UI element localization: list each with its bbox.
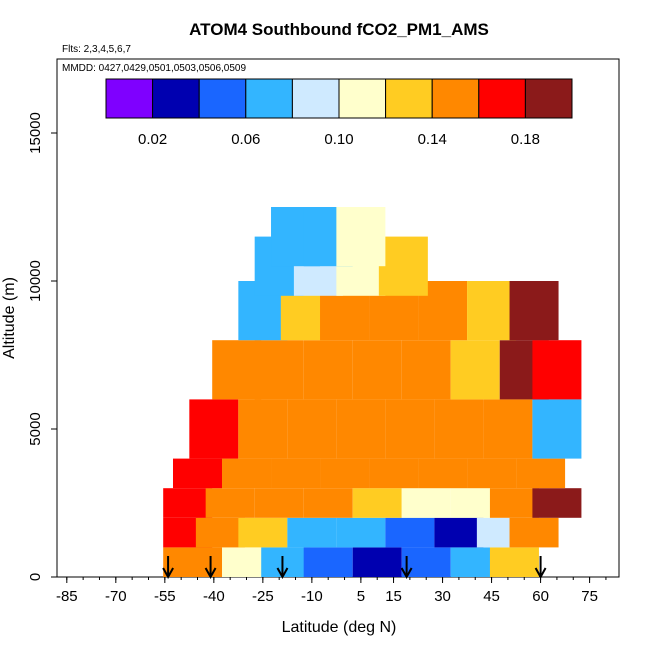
heatmap-cell-27 xyxy=(172,458,223,489)
colorbar-segment-1 xyxy=(152,78,200,119)
colorbar-segment-3 xyxy=(245,78,293,119)
x-tick-label-4: -25 xyxy=(252,588,274,605)
heatmap-cell-42 xyxy=(532,399,582,459)
arrow-head-2 xyxy=(276,567,289,580)
heatmap-cell-21 xyxy=(303,488,353,518)
heatmap-cell-41 xyxy=(483,399,533,459)
x-tick-label-8: 30 xyxy=(434,588,451,605)
heatmap-cell-25 xyxy=(489,488,539,518)
y-axis: 0 5000 10000 15000 xyxy=(27,112,57,581)
colorbar-segment-5 xyxy=(338,78,387,119)
heatmap-cell-29 xyxy=(271,458,321,489)
x-tick-label-0: -85 xyxy=(56,588,78,605)
heatmap-cell-38 xyxy=(336,399,386,459)
x-tick-label-3: -40 xyxy=(203,588,225,605)
heatmap-cell-4 xyxy=(303,547,353,577)
heatmap-cell-36 xyxy=(238,399,288,459)
heatmap-cell-30 xyxy=(320,458,370,489)
heatmap-cell-50 xyxy=(532,340,582,400)
colorbar-tick-label-4: 0.18 xyxy=(511,131,540,148)
heatmap-cell-17 xyxy=(509,517,559,548)
x-axis-label: Latitude (deg N) xyxy=(282,619,397,636)
heatmap-cell-26 xyxy=(532,488,582,518)
heatmap-cell-19 xyxy=(205,488,255,518)
heatmap-cell-64 xyxy=(336,207,386,267)
x-tick-label-10: 60 xyxy=(532,588,549,605)
y-tick-label-2: 10000 xyxy=(27,260,44,302)
heatmap-cell-5 xyxy=(352,547,402,577)
heatmap-cell-22 xyxy=(352,488,402,518)
heatmap-cell-57 xyxy=(509,281,559,341)
heatmap-cell-15 xyxy=(434,517,484,548)
heatmap-cell-12 xyxy=(287,517,337,548)
y-tick-label-3: 15000 xyxy=(27,112,44,154)
heatmap-cell-45 xyxy=(303,340,353,400)
heatmap-cell-10 xyxy=(195,517,245,548)
colorbar-tick-label-1: 0.06 xyxy=(231,131,260,148)
heatmap-cell-43 xyxy=(212,340,262,400)
heatmap-cell-8 xyxy=(489,547,539,577)
colorbar-tick-label-0: 0.02 xyxy=(138,131,167,148)
colorbar-segment-9 xyxy=(524,78,573,119)
colorbar-segment-4 xyxy=(291,78,340,119)
colorbar-tick-label-3: 0.14 xyxy=(418,131,447,148)
chart-annotation: MMDD: 0427,0429,0501,0503,0506,0509 xyxy=(62,63,246,74)
colorbar-tick-label-2: 0.10 xyxy=(324,131,353,148)
arrow-head-1 xyxy=(204,567,217,580)
x-tick-label-11: 75 xyxy=(581,588,598,605)
arrow-head-0 xyxy=(162,567,174,580)
heatmap-cell-31 xyxy=(369,458,419,489)
heatmap-cell-11 xyxy=(238,517,288,548)
heatmap-cell-40 xyxy=(434,399,484,459)
heatmap-cell-44 xyxy=(254,340,304,400)
heatmap-cell-37 xyxy=(287,399,337,459)
colorbar-ticks: 0.02 0.06 0.10 0.14 0.18 xyxy=(138,131,540,148)
heatmap-cell-34 xyxy=(516,458,566,489)
chart-title: ATOM4 Southbound fCO2_PM1_AMS xyxy=(189,20,489,39)
colorbar-segment-2 xyxy=(198,78,247,119)
heatmap-cell-33 xyxy=(467,458,517,489)
colorbar-segment-8 xyxy=(478,78,526,119)
y-tick-label-0: 0 xyxy=(27,573,44,581)
y-axis-label: Altitude (m) xyxy=(1,277,18,359)
x-tick-label-9: 45 xyxy=(483,588,500,605)
colorbar-segment-0 xyxy=(105,78,154,119)
sample-arrows xyxy=(162,556,547,580)
x-tick-label-6: 5 xyxy=(357,588,365,605)
x-tick-label-1: -70 xyxy=(105,588,127,605)
heatmap-cell-39 xyxy=(385,399,435,459)
heatmap-cell-13 xyxy=(336,517,386,548)
heatmap-cell-23 xyxy=(401,488,451,518)
heatmap-cell-28 xyxy=(222,458,272,489)
heatmap-cell-48 xyxy=(450,340,500,400)
colorbar-segment-7 xyxy=(431,78,480,119)
heatmap-cell-20 xyxy=(254,488,304,518)
heatmap-cell-35 xyxy=(189,399,239,459)
heatmap-cell-46 xyxy=(352,340,402,400)
arrow-head-3 xyxy=(400,567,413,580)
colorbar-segment-6 xyxy=(385,78,433,119)
chart-subtitle: Flts: 2,3,4,5,6,7 xyxy=(62,44,131,55)
x-tick-label-5: -10 xyxy=(301,588,323,605)
colorbar xyxy=(105,78,573,119)
heatmap-cell-47 xyxy=(401,340,451,400)
heatmap xyxy=(163,207,582,577)
y-tick-label-1: 5000 xyxy=(27,412,44,445)
heatmap-cell-56 xyxy=(467,281,517,341)
heatmap-cell-14 xyxy=(385,517,435,548)
x-tick-label-2: -55 xyxy=(154,588,176,605)
x-axis: -85 -70 -55 -40 -25 -10 5 15 30 45 60 75 xyxy=(56,577,607,605)
x-tick-label-7: 15 xyxy=(385,588,402,605)
heatmap-cell-18 xyxy=(163,488,213,518)
heatmap-cell-32 xyxy=(418,458,468,489)
heatmap-cell-61 xyxy=(378,236,428,296)
